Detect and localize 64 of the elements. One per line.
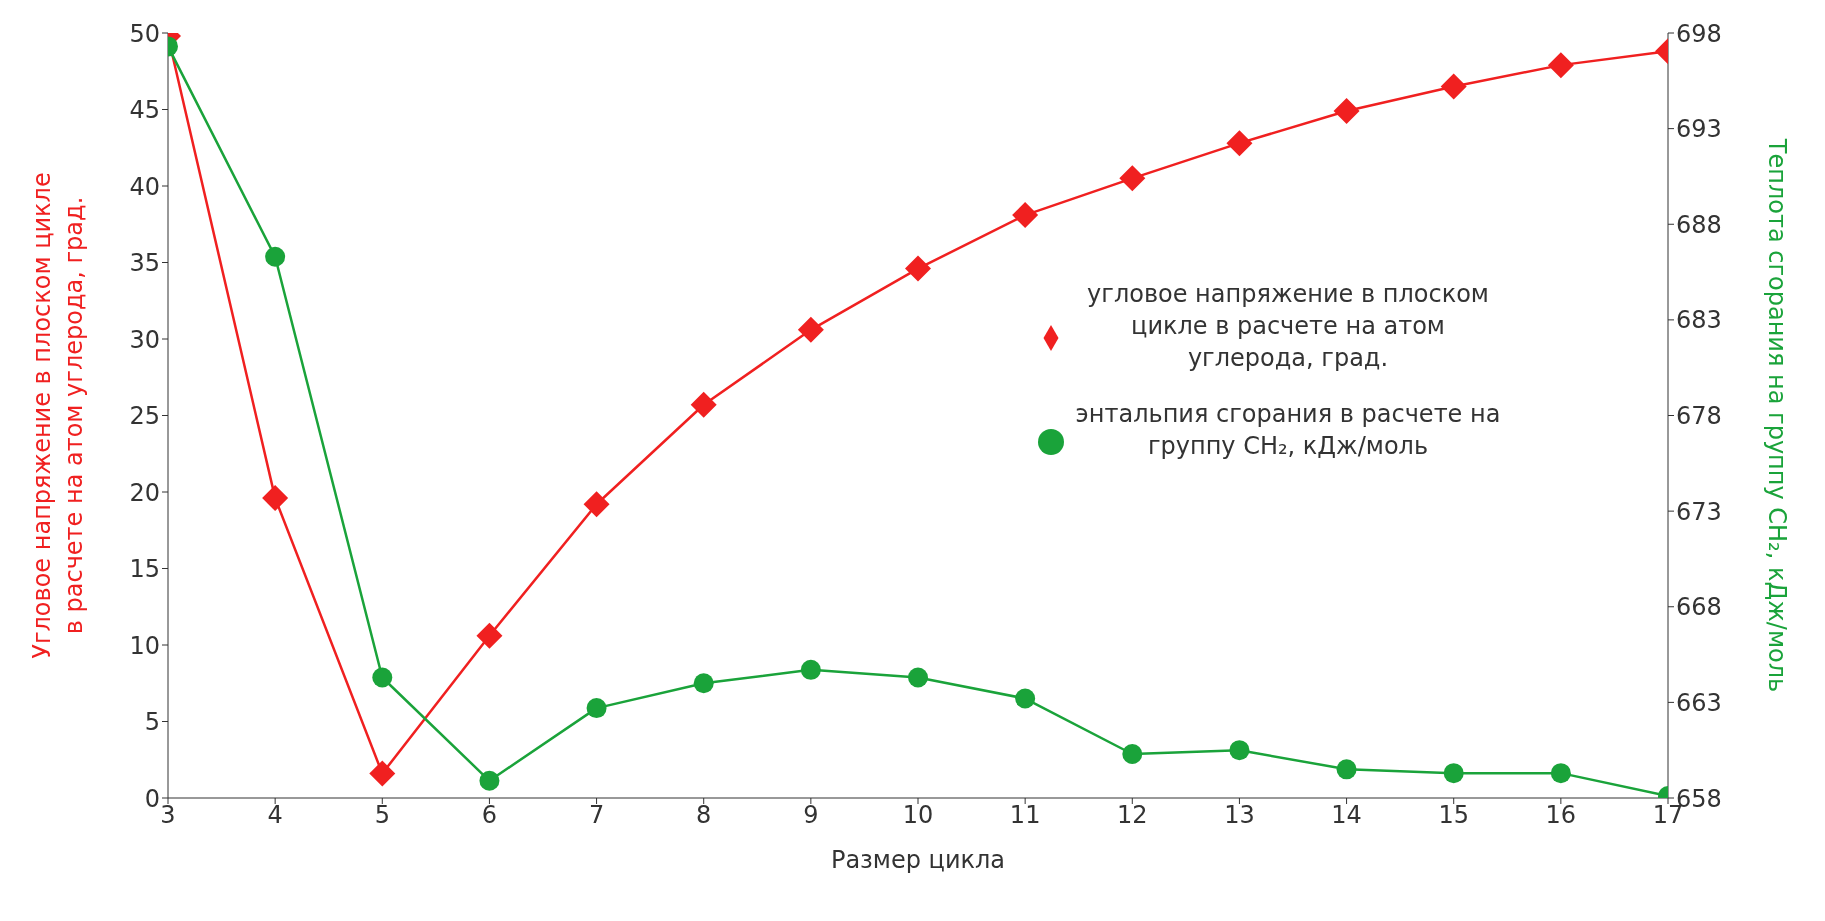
y-tick-label: 40: [129, 172, 160, 201]
point: [1550, 763, 1571, 784]
point: [583, 491, 610, 518]
point: [1226, 130, 1253, 157]
x-tick-label: 6: [481, 801, 498, 830]
point: [1119, 165, 1146, 192]
y-tick-label: 30: [129, 325, 160, 354]
point: [369, 760, 396, 787]
legend-label: угловое напряжение в плоском цикле в расчете на атом углерода, град.: [1086, 279, 1490, 374]
point: [1015, 688, 1036, 709]
point: [1336, 759, 1357, 780]
y-axis-title: Угловое напряжение в плоском цикле в расчете на атом углерода, град.: [28, 172, 88, 659]
y2-tick-label: 673: [1676, 497, 1722, 526]
x-tick-label: 7: [588, 801, 605, 830]
x-tick-label: 5: [374, 801, 390, 830]
point: [693, 673, 714, 694]
point: [1443, 763, 1464, 784]
legend-label: энтальпия сгорания в расчете на группу CH₂, кДж/моль: [1074, 399, 1502, 462]
x-tick-label: 16: [1545, 801, 1577, 830]
x-tick-label: 8: [696, 801, 712, 830]
x-tick-label: 10: [902, 801, 934, 830]
y-tick-label: 50: [129, 19, 160, 48]
x-tick-label: 12: [1117, 801, 1148, 830]
point: [479, 770, 500, 791]
y2-tick-label: 683: [1676, 306, 1722, 335]
point: [797, 316, 824, 343]
x-axis-title: Размер цикла: [830, 846, 1006, 874]
y2-tick-label: 688: [1676, 210, 1722, 239]
y2-axis-title: Теплота сгорания на группу CH₂, кДж/моль: [1763, 137, 1792, 693]
y-tick-label: 35: [129, 249, 160, 278]
point: [905, 255, 931, 282]
y-tick-label: 15: [129, 555, 160, 584]
y-tick-label: 5: [144, 708, 160, 737]
x-tick-label: 4: [267, 801, 283, 830]
point: [908, 667, 928, 688]
point: [586, 698, 607, 719]
point: [372, 667, 393, 688]
x-tick-label: 11: [1009, 801, 1041, 830]
y2-tick-label: 663: [1676, 688, 1722, 717]
point: [1122, 744, 1143, 765]
x-tick-label: 15: [1438, 801, 1469, 830]
point: [800, 659, 821, 680]
point: [1333, 98, 1360, 125]
point: [262, 485, 289, 512]
y2-tick-label: 698: [1676, 19, 1722, 48]
x-tick-label: 13: [1224, 801, 1255, 830]
y-tick-label: 10: [129, 631, 160, 660]
point: [1229, 740, 1250, 761]
x-tick-label: 9: [803, 801, 819, 830]
point: [476, 622, 503, 649]
x-tick-label: 3: [160, 801, 176, 830]
y-tick-label: 25: [129, 402, 160, 431]
y2-tick-label: 693: [1676, 115, 1722, 144]
point: [1440, 73, 1467, 100]
point: [1012, 202, 1039, 229]
point: [1547, 52, 1574, 79]
x-tick-label: 14: [1331, 801, 1362, 830]
point: [265, 246, 286, 267]
y-tick-label: 0: [144, 784, 160, 813]
y2-tick-label: 668: [1676, 593, 1722, 622]
y2-tick-label: 678: [1676, 402, 1722, 431]
y-tick-label: 20: [129, 478, 160, 507]
y-tick-label: 45: [129, 96, 160, 125]
point: [690, 391, 717, 418]
